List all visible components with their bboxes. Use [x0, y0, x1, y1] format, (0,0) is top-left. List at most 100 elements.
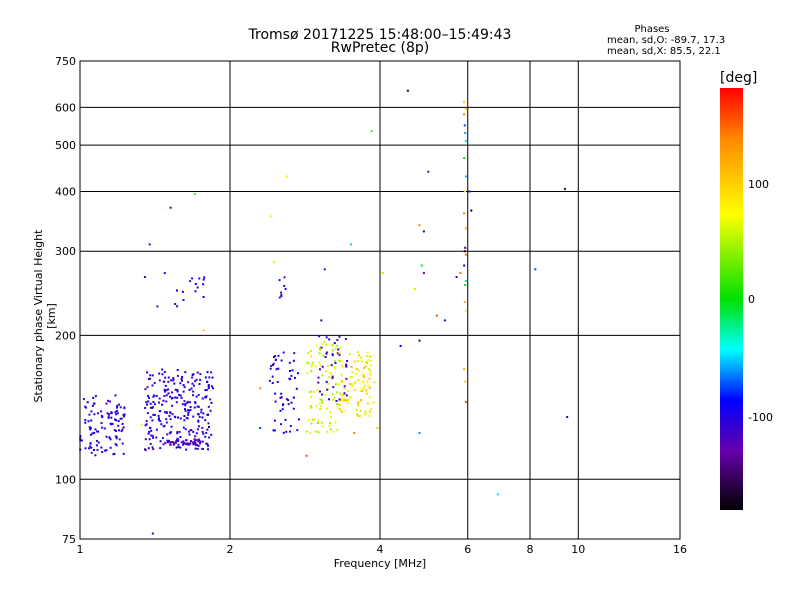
phase-stats-o: mean, sd,O: -89.7, 17.3	[607, 35, 726, 46]
data-point	[208, 436, 211, 439]
data-point	[167, 440, 170, 443]
data-point	[152, 395, 155, 398]
data-point	[114, 435, 117, 438]
data-point	[117, 424, 120, 427]
data-point	[150, 434, 153, 437]
data-point	[360, 356, 363, 359]
data-point	[310, 396, 313, 398]
data-point	[363, 367, 366, 369]
data-point	[463, 124, 466, 127]
data-point	[464, 132, 467, 135]
data-point	[287, 403, 290, 406]
data-point	[199, 442, 202, 445]
data-point	[167, 392, 170, 395]
data-point	[443, 319, 446, 322]
data-point	[427, 170, 430, 173]
data-point	[153, 394, 156, 397]
data-point	[331, 349, 334, 352]
data-point	[273, 429, 276, 432]
data-point	[174, 441, 177, 444]
data-point	[369, 372, 372, 375]
data-point	[122, 426, 125, 429]
data-point	[268, 379, 271, 382]
data-point	[274, 358, 277, 361]
data-point	[338, 359, 341, 362]
data-point	[159, 420, 162, 423]
data-point	[100, 446, 103, 449]
data-point	[372, 401, 375, 404]
data-point	[355, 368, 358, 370]
data-point	[164, 384, 167, 387]
data-point	[328, 424, 331, 427]
data-point	[169, 443, 172, 446]
data-point	[369, 359, 372, 362]
data-point	[180, 441, 183, 444]
data-point	[274, 355, 277, 357]
data-point	[169, 206, 172, 209]
data-point	[195, 395, 198, 398]
data-point	[192, 443, 195, 446]
data-point	[463, 101, 466, 104]
data-point	[296, 429, 299, 432]
data-point	[269, 367, 272, 370]
data-point	[172, 377, 175, 380]
data-point	[184, 409, 187, 412]
data-point	[90, 451, 93, 454]
data-point	[317, 419, 320, 422]
data-point	[341, 399, 344, 402]
data-point	[188, 388, 191, 391]
data-point	[153, 382, 156, 384]
data-point	[332, 430, 335, 433]
data-point	[310, 370, 313, 373]
data-point	[197, 440, 200, 443]
data-point	[95, 444, 98, 447]
data-point	[198, 383, 201, 385]
data-point	[183, 419, 186, 422]
data-point	[200, 411, 203, 414]
data-point	[192, 415, 195, 418]
data-point	[292, 359, 295, 362]
data-point	[369, 369, 372, 372]
data-point	[358, 354, 361, 357]
data-point	[309, 350, 312, 353]
data-point	[176, 389, 179, 392]
data-point	[197, 419, 200, 422]
data-point	[455, 276, 458, 278]
data-point	[327, 382, 330, 385]
data-point	[290, 374, 293, 377]
data-point	[279, 396, 282, 399]
data-point	[365, 389, 368, 392]
data-point	[334, 360, 337, 363]
x-tick-label: 2	[227, 543, 234, 556]
data-point	[144, 407, 147, 409]
data-point	[342, 394, 345, 397]
data-point	[193, 193, 196, 196]
data-point	[147, 447, 150, 450]
data-point	[196, 371, 199, 374]
data-point	[323, 268, 326, 271]
data-point	[194, 443, 197, 446]
data-point	[199, 373, 202, 376]
x-tick-label: 4	[377, 543, 384, 556]
data-point	[149, 374, 152, 377]
data-point	[349, 396, 352, 399]
data-point	[361, 360, 364, 363]
data-point	[171, 391, 174, 394]
data-point	[381, 272, 384, 275]
data-point	[182, 390, 185, 393]
colorbar-title: [deg]	[720, 70, 758, 86]
data-point	[418, 339, 421, 342]
data-point	[313, 418, 316, 421]
data-point	[195, 378, 198, 381]
data-point	[320, 421, 323, 424]
data-point	[273, 419, 276, 422]
data-point	[176, 432, 179, 435]
data-point	[178, 430, 181, 433]
data-point	[336, 344, 339, 347]
data-point	[321, 393, 324, 396]
data-point	[350, 375, 353, 378]
data-point	[201, 430, 204, 433]
data-point	[184, 408, 186, 411]
data-point	[368, 396, 371, 399]
data-point	[353, 432, 356, 434]
